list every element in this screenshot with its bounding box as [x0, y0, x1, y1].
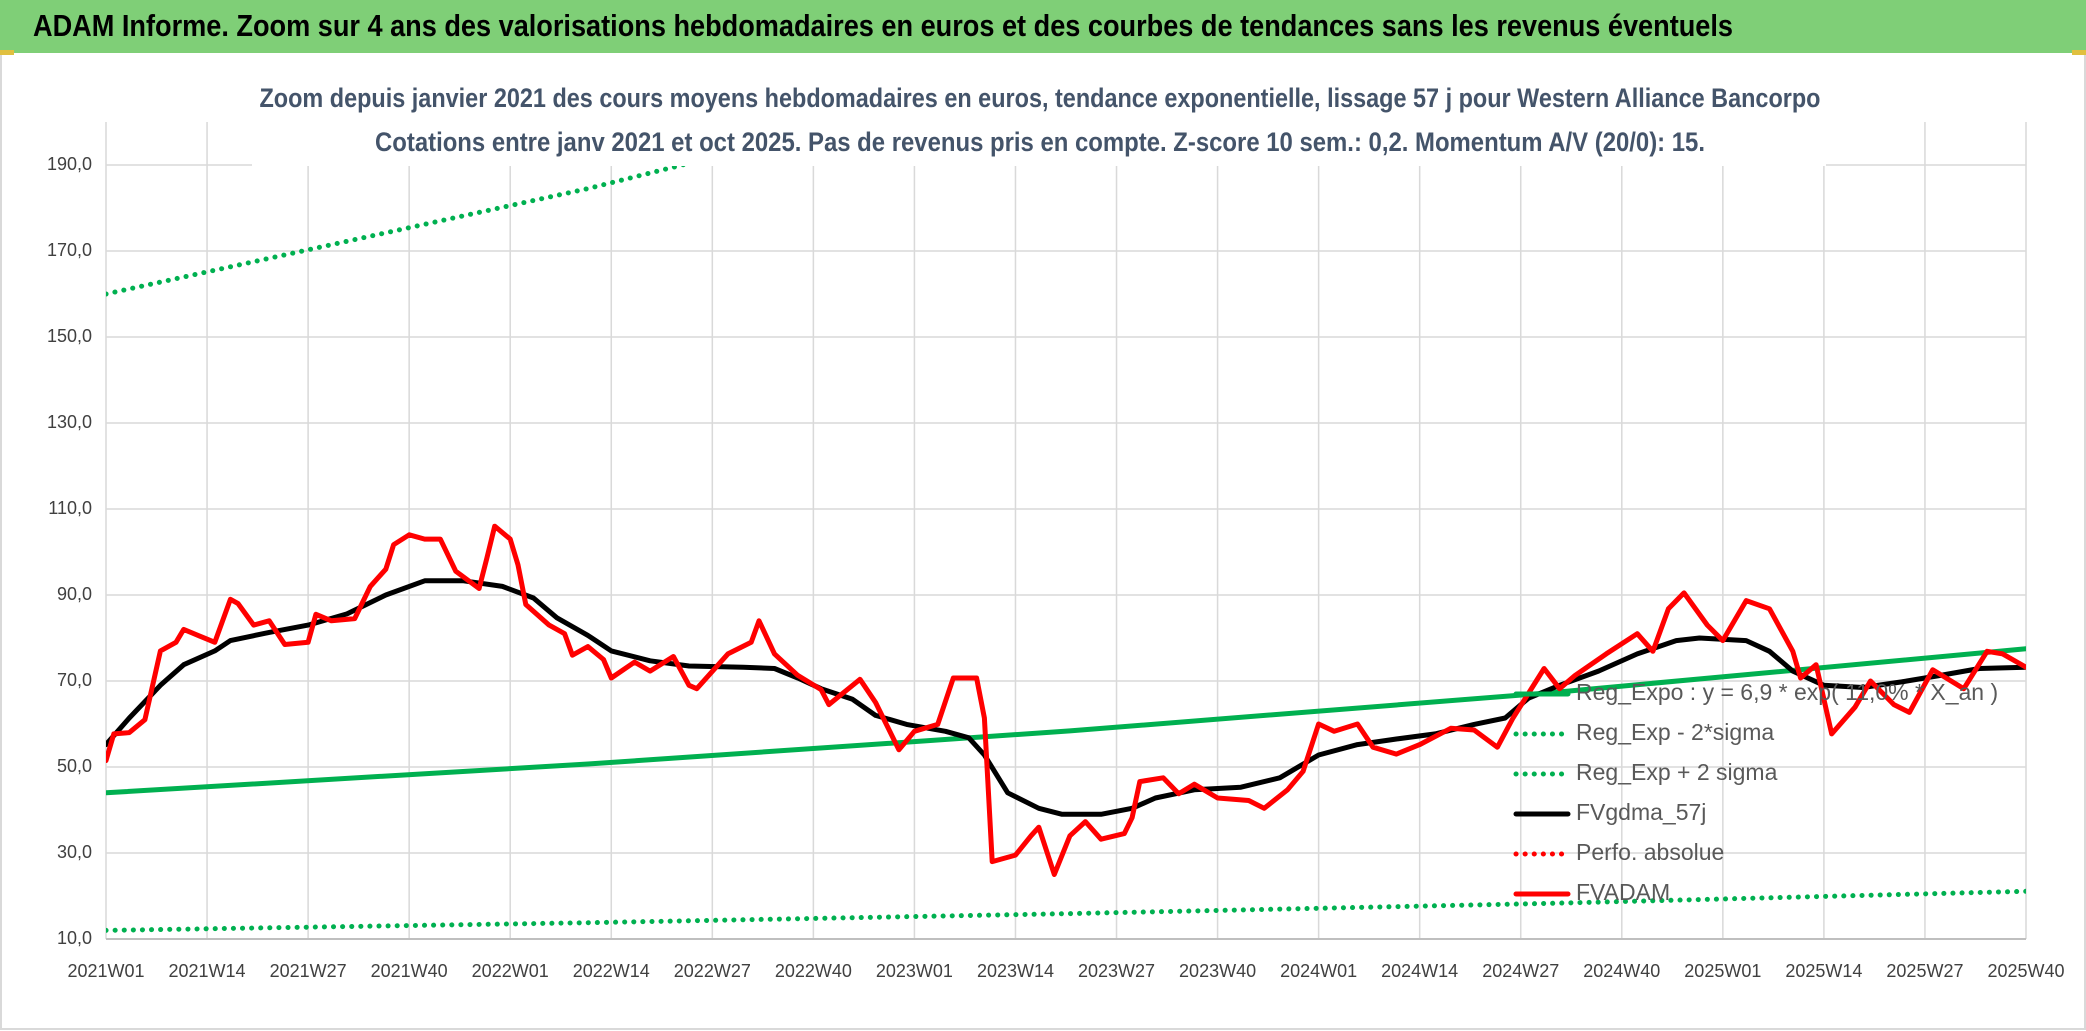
x-tick-label: 2025W01: [1684, 961, 1761, 981]
x-tick-label: 2025W40: [1987, 961, 2064, 981]
legend-label: FVgdma_57j: [1576, 799, 1706, 825]
legend-label: Reg_Exp - 2*sigma: [1576, 719, 1774, 745]
x-tick-label: 2025W27: [1886, 961, 1963, 981]
x-tick-label: 2023W40: [1179, 961, 1256, 981]
y-tick-label: 30,0: [57, 842, 92, 862]
x-tick-label: 2021W40: [371, 961, 448, 981]
x-tick-label: 2021W01: [67, 961, 144, 981]
x-tick-label: 2023W01: [876, 961, 953, 981]
series-line: [106, 523, 2026, 877]
x-tick-label: 2022W27: [674, 961, 751, 981]
x-tick-label: 2024W27: [1482, 961, 1559, 981]
series-line: [106, 122, 864, 297]
y-tick-label: 50,0: [57, 756, 92, 776]
x-tick-label: 2021W27: [270, 961, 347, 981]
y-tick-label: 190,0: [47, 154, 92, 174]
x-tick-label: 2022W40: [775, 961, 852, 981]
series-line: [106, 888, 2026, 933]
legend-label: Perfo. absolue: [1576, 839, 1724, 865]
x-tick-label: 2021W14: [169, 961, 246, 981]
y-tick-label: 150,0: [47, 326, 92, 346]
header-title: ADAM Informe. Zoom sur 4 ans des valoris…: [33, 8, 1733, 43]
x-tick-label: 2023W14: [977, 961, 1054, 981]
header-bar: [0, 0, 2086, 53]
x-tick-label: 2023W27: [1078, 961, 1155, 981]
legend-label: FVADAM: [1576, 879, 1670, 905]
series-line: [106, 578, 2026, 817]
x-tick-label: 2025W14: [1785, 961, 1862, 981]
plot-area: [106, 122, 2026, 939]
legend-label: Reg_Expo : y = 6,9 * exp( 11,0% * X_an ): [1576, 679, 1998, 705]
chart-subtitle: Cotations entre janv 2021 et oct 2025. P…: [375, 127, 1705, 157]
header-corner: [2072, 50, 2086, 55]
y-tick-label: 90,0: [57, 584, 92, 604]
y-tick-label: 110,0: [48, 498, 92, 518]
y-tick-label: 130,0: [47, 412, 92, 432]
x-tick-label: 2024W14: [1381, 961, 1458, 981]
y-tick-label: 70,0: [57, 670, 92, 690]
y-tick-label: 10,0: [57, 928, 92, 948]
x-tick-label: 2024W40: [1583, 961, 1660, 981]
title-box: [252, 78, 1826, 166]
chart-title: Zoom depuis janvier 2021 des cours moyen…: [260, 83, 1821, 113]
legend-label: Reg_Exp + 2 sigma: [1576, 759, 1778, 785]
header-corner: [0, 50, 14, 55]
series-line: [106, 646, 2026, 796]
x-tick-label: 2024W01: [1280, 961, 1357, 981]
y-tick-label: 170,0: [47, 240, 92, 260]
x-tick-label: 2022W14: [573, 961, 650, 981]
x-tick-label: 2022W01: [472, 961, 549, 981]
